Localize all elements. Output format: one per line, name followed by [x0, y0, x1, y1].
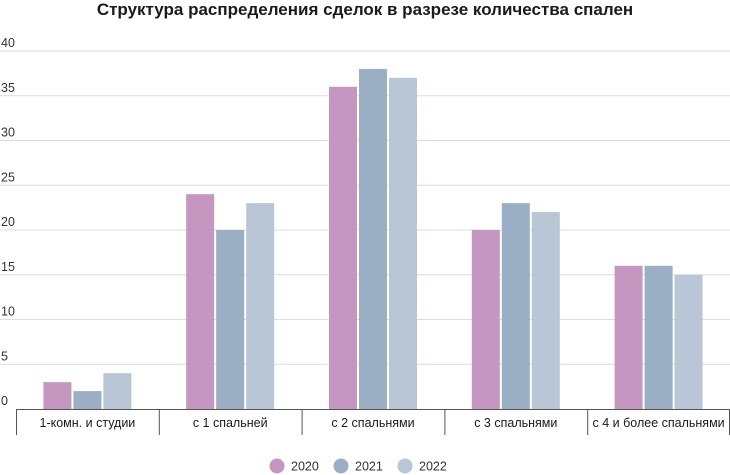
bars	[43, 68, 703, 410]
legend: 2020 2021 2022	[269, 458, 447, 474]
y-axis: 0 5 10 15 20 25 30 35 40	[1, 36, 15, 408]
y-tick-label: 35	[1, 81, 15, 95]
x-tick-label: с 4 и более спальнями	[593, 416, 725, 430]
x-tick-label: с 3 спальнями	[474, 416, 557, 430]
y-tick-label: 15	[1, 260, 15, 274]
bar-2021-4	[501, 203, 530, 409]
bar-2021-5	[644, 265, 673, 409]
bar-2022-1	[103, 373, 132, 409]
x-tick-label: с 1 спальней	[193, 416, 268, 430]
bar-2022-3	[389, 77, 417, 409]
x-axis: 1-комн. и студии с 1 спальней с 2 спальням…	[16, 409, 730, 435]
bar-2021-2	[216, 230, 245, 409]
y-tick-label: 10	[1, 305, 15, 319]
bar-2020-4	[471, 230, 500, 409]
legend-marker-2021	[333, 458, 349, 474]
chart-title: Структура распределения сделок в разрезе…	[97, 0, 633, 19]
bar-2020-2	[186, 194, 215, 409]
bar-2022-5	[674, 274, 703, 409]
x-tick-label: с 2 спальнями	[331, 416, 414, 430]
bar-2020-3	[329, 86, 357, 410]
legend-marker-2020	[269, 458, 285, 474]
bar-2022-4	[531, 212, 560, 409]
y-tick-label: 0	[1, 394, 8, 408]
x-tick-label: 1-комн. и студии	[40, 416, 136, 430]
legend-label-2021: 2021	[355, 460, 383, 474]
bar-2022-2	[246, 203, 275, 409]
legend-label-2020: 2020	[291, 460, 319, 474]
y-tick-label: 20	[1, 215, 15, 229]
legend-label-2022: 2022	[419, 460, 447, 474]
bar-2020-5	[614, 265, 643, 409]
y-tick-label: 40	[1, 36, 15, 50]
y-tick-label: 30	[1, 126, 15, 140]
legend-marker-2022	[397, 458, 413, 474]
bar-2021-1	[73, 391, 102, 409]
y-tick-label: 5	[1, 349, 8, 363]
y-tick-label: 25	[1, 170, 15, 184]
bar-2020-1	[43, 382, 72, 409]
bar-2021-3	[359, 68, 387, 410]
